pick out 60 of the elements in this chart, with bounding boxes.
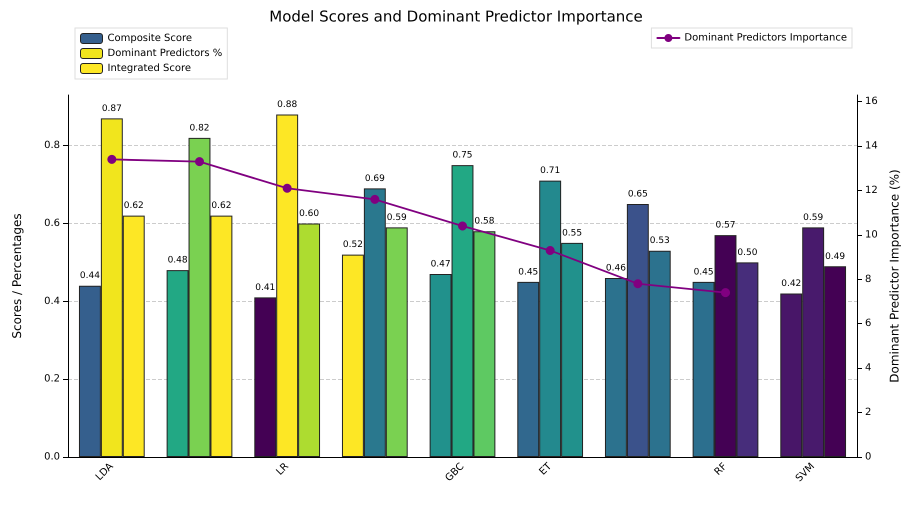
x-tick-label: LDA <box>94 460 116 483</box>
data-label: 0.62 <box>211 201 232 212</box>
data-label: 0.71 <box>540 166 560 176</box>
y2-tick-label: 10 <box>865 229 878 240</box>
point <box>195 157 204 166</box>
data-label: 0.55 <box>562 228 582 238</box>
data-label: 0.50 <box>737 248 758 258</box>
data-label: 0.44 <box>80 271 100 282</box>
data-label: 0.65 <box>628 189 648 200</box>
data-label: 0.82 <box>189 123 210 134</box>
point <box>721 288 730 298</box>
point <box>546 246 555 255</box>
data-label: 0.49 <box>825 252 846 262</box>
data-label: 0.87 <box>102 104 122 114</box>
y2-axis-title: Dominant Predictor Importance (%) <box>888 169 902 383</box>
y2-tick-label: 2 <box>865 407 872 418</box>
chart-title: Model Scores and Dominant Predictor Importance <box>269 8 643 26</box>
data-label: 0.42 <box>781 279 802 290</box>
legend-label: Composite Score <box>108 33 192 44</box>
data-label: 0.59 <box>803 212 824 223</box>
data-label: 0.53 <box>650 236 670 246</box>
data-label: 0.48 <box>168 256 188 266</box>
point <box>107 154 116 164</box>
point <box>370 194 380 204</box>
y2-tick-label: 0 <box>865 452 872 462</box>
y-axis-title: Scores / Percentages <box>10 213 24 339</box>
legend-label: Dominant Predictors Importance <box>684 32 847 44</box>
data-label: 0.46 <box>606 263 626 274</box>
data-label: 0.59 <box>386 212 408 223</box>
data-label: 0.47 <box>430 260 451 270</box>
y-tick-label: 0.8 <box>44 140 60 152</box>
y2-tick-label: 12 <box>865 184 878 196</box>
data-label: 0.41 <box>255 282 276 293</box>
data-label: 0.58 <box>474 216 495 227</box>
x-tick-label: ET <box>537 460 555 478</box>
data-label: 0.88 <box>277 100 298 110</box>
y-tick-label: 0.0 <box>44 452 60 462</box>
point <box>633 279 642 288</box>
x-tick-label: LR <box>274 461 292 478</box>
y2-tick-label: 6 <box>865 318 872 330</box>
legend-label: Integrated Score <box>108 63 192 74</box>
data-label: 0.45 <box>694 267 714 278</box>
y-tick-label: 0.4 <box>44 296 60 307</box>
data-label: 0.75 <box>452 150 473 161</box>
y2-tick-label: 14 <box>865 140 878 152</box>
y-tick-label: 0.2 <box>44 374 60 385</box>
data-label: 0.62 <box>124 201 144 212</box>
data-label: 0.57 <box>715 220 736 231</box>
y2-tick-label: 4 <box>865 362 872 374</box>
y2-tick-label: 16 <box>865 96 878 108</box>
data-label: 0.69 <box>364 174 386 184</box>
data-label: 0.52 <box>342 240 363 250</box>
point <box>282 184 292 193</box>
y-tick-label: 0.6 <box>44 218 60 229</box>
x-tick-label: RF <box>712 460 730 478</box>
point <box>458 222 467 231</box>
data-label: 0.45 <box>518 267 538 278</box>
legend-label: Dominant Predictors % <box>108 48 222 59</box>
data-label: 0.60 <box>299 208 320 219</box>
y2-tick-label: 8 <box>865 274 872 285</box>
